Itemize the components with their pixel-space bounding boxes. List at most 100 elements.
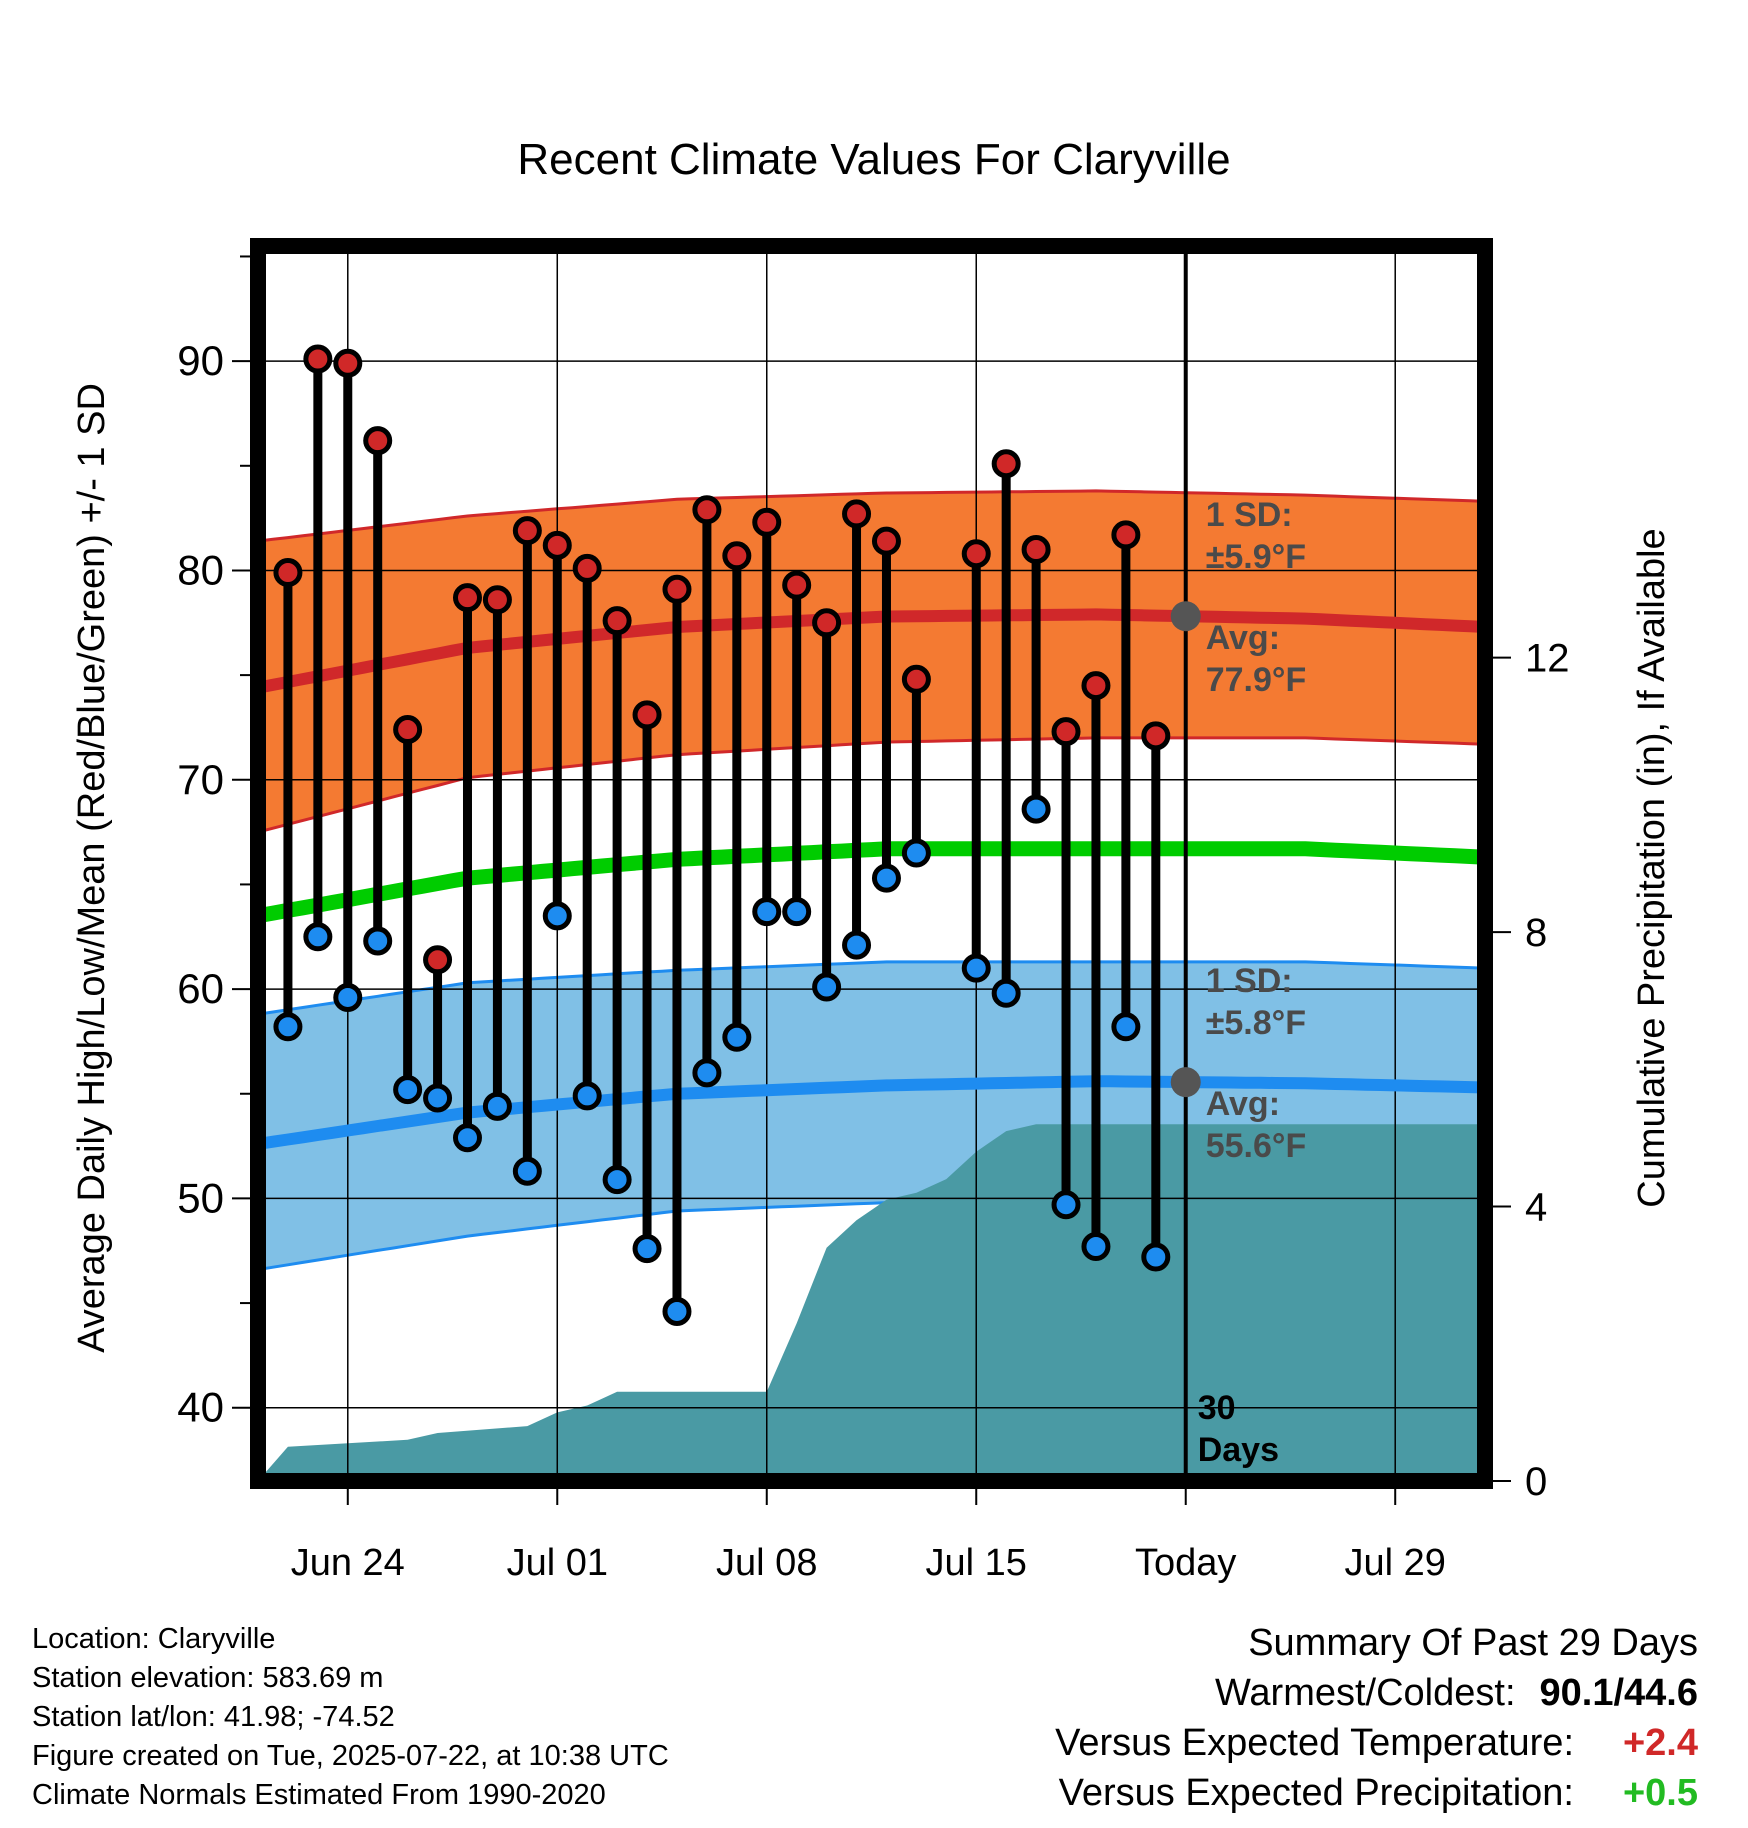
observed-low-point xyxy=(812,972,842,1002)
observed-low-point xyxy=(782,897,812,927)
low-avg-line xyxy=(257,1075,1486,1150)
y-tick-label: 60 xyxy=(177,965,224,1012)
y-tick-label: 80 xyxy=(177,546,224,593)
summary-precip: Versus Expected Precipitation: +0.5 xyxy=(1055,1768,1698,1818)
temp-label: Versus Expected Temperature: xyxy=(1055,1722,1574,1764)
x-tick-label: Today xyxy=(1135,1542,1236,1584)
observed-high-point xyxy=(871,526,901,556)
temp-value: +2.4 xyxy=(1622,1722,1698,1764)
observed-low-point xyxy=(662,1296,692,1326)
today-low-avg-point xyxy=(1170,1067,1201,1098)
low-avg-label: Avg: xyxy=(1206,1085,1280,1123)
observed-high-point xyxy=(662,574,692,604)
observed-high-point xyxy=(303,344,333,374)
summary-temp: Versus Expected Temperature: +2.4 xyxy=(1055,1718,1698,1768)
observed-low-point xyxy=(692,1058,722,1088)
observed-high-point xyxy=(423,945,453,975)
summary-panel: Summary Of Past 29 Days Warmest/Coldest:… xyxy=(1055,1618,1698,1818)
days-label: Days xyxy=(1198,1431,1279,1469)
x-tick-label: Jul 15 xyxy=(926,1542,1027,1584)
y-tick-label: 40 xyxy=(177,1384,224,1431)
observed-low-point xyxy=(991,978,1021,1008)
observed-high-point xyxy=(1081,671,1111,701)
high-sd-band xyxy=(258,490,1485,833)
high-sd-label: 1 SD: xyxy=(1206,496,1293,534)
observed-high-point xyxy=(842,499,872,529)
y2-tick-label: 12 xyxy=(1525,637,1570,681)
observed-high-point xyxy=(812,608,842,638)
observed-low-point xyxy=(901,838,931,868)
observed-high-point xyxy=(393,715,423,745)
normal-lines xyxy=(256,246,1486,1481)
normal-bands xyxy=(257,489,1486,1272)
observed-low-point xyxy=(1141,1242,1171,1272)
observed-low-point xyxy=(842,930,872,960)
plot-frame xyxy=(250,238,1493,1489)
observed-low-point xyxy=(303,922,333,952)
low-sd-value: ±5.8°F xyxy=(1206,1004,1306,1042)
observed-low-point xyxy=(333,982,363,1012)
mean-normal-line xyxy=(256,841,1486,924)
precip-area xyxy=(258,1124,1485,1481)
high-avg-label: Avg: xyxy=(1206,619,1280,657)
observed-low-point xyxy=(871,863,901,893)
observed-low-point xyxy=(722,1022,752,1052)
observed-high-point xyxy=(1051,717,1081,747)
observed-low-point xyxy=(1021,794,1051,824)
precip-label: Versus Expected Precipitation: xyxy=(1058,1772,1574,1814)
observed-low-point xyxy=(632,1234,662,1264)
elevation-text: Station elevation: 583.69 m xyxy=(32,1662,384,1694)
precip-value: +0.5 xyxy=(1622,1772,1698,1814)
summary-warmest-coldest: Warmest/Coldest: 90.1/44.6 xyxy=(1055,1668,1698,1718)
x-tick-label: Jul 08 xyxy=(716,1542,817,1584)
high-avg-line xyxy=(256,608,1486,694)
observed-low-point xyxy=(542,901,572,931)
observed-high-point xyxy=(722,541,752,571)
y-tick-label: 50 xyxy=(177,1174,224,1221)
x-tick-label: Jul 29 xyxy=(1345,1542,1446,1584)
x-tick-label: Jun 24 xyxy=(291,1542,405,1584)
observed-high-point xyxy=(273,558,303,588)
y2-axis-label: Cumulative Precipitation (in), If Availa… xyxy=(1631,528,1673,1207)
summary-title: Summary Of Past 29 Days xyxy=(1248,1622,1698,1664)
observed-low-point xyxy=(512,1156,542,1186)
observed-high-point xyxy=(602,606,632,636)
y2-tick-label: 8 xyxy=(1525,911,1547,955)
observed-low-point xyxy=(572,1081,602,1111)
observed-high-point xyxy=(752,507,782,537)
y-axis-label: Average Daily High/Low/Mean (Red/Blue/Gr… xyxy=(71,383,113,1353)
high-avg-value: 77.9°F xyxy=(1206,661,1307,699)
chart-labels: 40 50 60 70 80 90 0 4 8 12 Jun 24 Jul 01 Jul 08 Jul 1… xyxy=(71,135,1673,1600)
annotations: 1 SD: ±5.9°F Avg: 77.9°F 1 SD: ±5.8°F Avg: 55.6… xyxy=(1198,496,1307,1469)
observed-low-point xyxy=(452,1123,482,1153)
observed-high-point xyxy=(1021,535,1051,565)
x-axis-label: Day xyxy=(840,1597,908,1600)
observed-high-point xyxy=(692,495,722,525)
observed-high-point xyxy=(482,585,512,615)
warmest-coldest-label: Warmest/Coldest: xyxy=(1214,1672,1516,1714)
y2-tick-label: 4 xyxy=(1525,1186,1547,1230)
observed-low-point xyxy=(423,1083,453,1113)
x-tick-label: Jul 01 xyxy=(507,1542,608,1584)
station-info: Location: Claryville Station elevation: … xyxy=(32,1620,669,1815)
chart-title: Recent Climate Values For Claryville xyxy=(517,135,1230,184)
observed-high-point xyxy=(991,449,1021,479)
observed-low-point xyxy=(1081,1232,1111,1262)
y2-tick-label: 0 xyxy=(1525,1460,1547,1504)
observed-low-point xyxy=(482,1091,512,1121)
low-avg-value: 55.6°F xyxy=(1206,1127,1307,1165)
observed-low-point xyxy=(363,926,393,956)
axes xyxy=(232,238,1511,1505)
high-sd-value: ±5.9°F xyxy=(1206,538,1306,576)
observed-low-point xyxy=(752,897,782,927)
observed-high-point xyxy=(512,516,542,546)
observed-high-point xyxy=(452,583,482,613)
y-tick-label: 70 xyxy=(177,756,224,803)
precip-cumulative-area xyxy=(258,1124,1485,1481)
days-count: 30 xyxy=(1198,1389,1236,1427)
observed-low-point xyxy=(393,1075,423,1105)
high-sd-lower-line xyxy=(257,736,1486,834)
observed-high-point xyxy=(1141,721,1171,751)
observed-high-point xyxy=(1111,520,1141,550)
low-sd-upper-line xyxy=(257,960,1486,1016)
